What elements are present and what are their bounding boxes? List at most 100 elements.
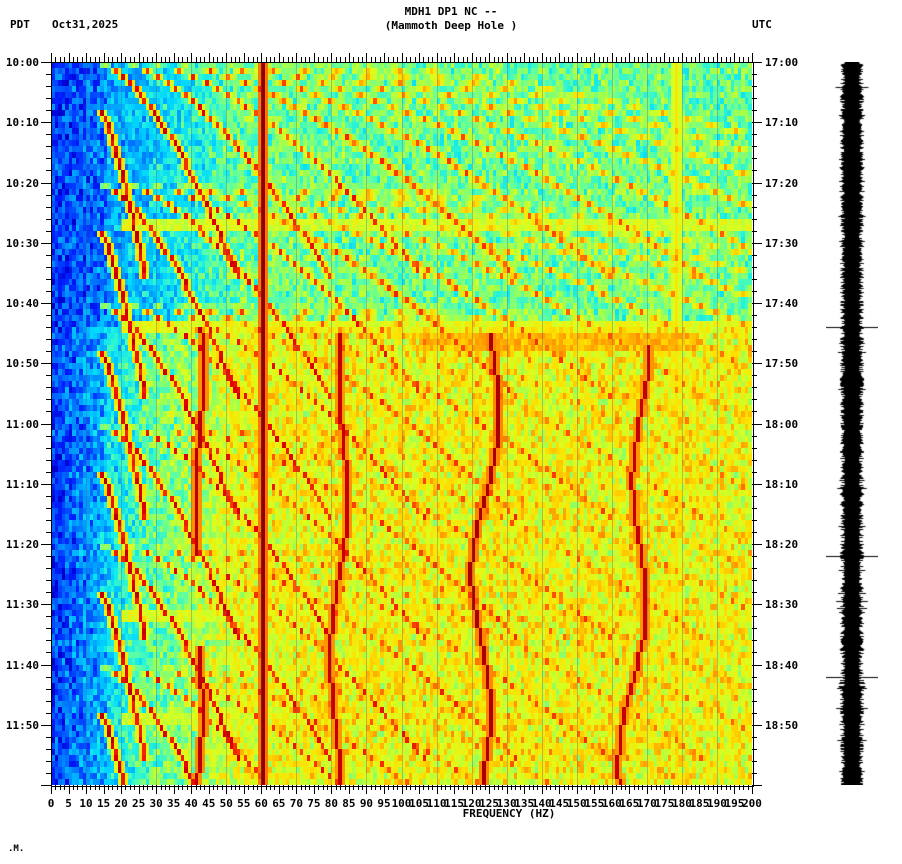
- axis-tick: [752, 556, 757, 557]
- axis-tick: [41, 303, 51, 304]
- axis-tick: [594, 785, 595, 794]
- axis-tick: [752, 62, 762, 63]
- axis-tick: [752, 195, 757, 196]
- axis-tick: [752, 785, 762, 786]
- axis-tick: [752, 315, 757, 316]
- axis-tick: [73, 785, 74, 790]
- axis-tick: [292, 785, 293, 790]
- axis-tick: [46, 713, 51, 714]
- axis-tick: [349, 785, 350, 794]
- freq-label: 5: [65, 797, 72, 810]
- time-label-pdt: 10:30: [5, 236, 39, 250]
- axis-tick: [542, 785, 543, 794]
- time-label-pdt: 11:20: [5, 538, 39, 551]
- freq-label: 130: [496, 797, 517, 810]
- time-label-utc: 17:50: [765, 357, 799, 371]
- axis-tick: [253, 57, 254, 62]
- freq-label: 50: [219, 797, 233, 810]
- axis-tick: [502, 57, 503, 62]
- axis-tick: [161, 785, 162, 790]
- axis-tick: [704, 785, 705, 790]
- date-label: Oct31,2025: [52, 18, 119, 31]
- axis-tick: [239, 785, 240, 790]
- time-label-pdt: 11:00: [5, 417, 39, 431]
- axis-tick: [428, 57, 429, 62]
- axis-tick: [568, 57, 569, 62]
- axis-tick: [581, 57, 582, 62]
- axis-tick: [261, 785, 262, 794]
- axis-tick: [752, 255, 757, 256]
- axis-tick: [656, 785, 657, 790]
- axis-tick: [253, 785, 254, 790]
- axis-tick: [524, 53, 525, 62]
- freq-label: 155: [584, 797, 605, 810]
- axis-tick: [625, 57, 626, 62]
- spectrogram-plot[interactable]: [51, 62, 754, 787]
- axis-tick: [46, 146, 51, 147]
- axis-tick: [419, 785, 420, 794]
- axis-tick: [752, 701, 757, 702]
- page-title: MDH1 DP1 NC --: [404, 5, 498, 18]
- axis-tick: [130, 57, 131, 62]
- axis-tick: [121, 53, 122, 62]
- axis-tick: [717, 785, 718, 794]
- axis-tick: [244, 785, 245, 794]
- axis-tick: [46, 640, 51, 641]
- axis-tick: [169, 785, 170, 790]
- axis-tick: [734, 53, 735, 62]
- axis-tick: [480, 785, 481, 790]
- axis-tick: [46, 411, 51, 412]
- axis-tick: [191, 785, 192, 794]
- axis-tick: [752, 291, 757, 292]
- axis-tick: [752, 749, 757, 750]
- axis-tick: [647, 785, 648, 794]
- freq-label: 85: [342, 797, 356, 810]
- axis-tick: [752, 375, 757, 376]
- axis-tick: [664, 53, 665, 62]
- axis-tick: [46, 86, 51, 87]
- axis-tick: [515, 57, 516, 62]
- axis-tick: [204, 785, 205, 790]
- axis-tick: [41, 424, 51, 425]
- axis-tick: [46, 110, 51, 111]
- axis-tick: [691, 57, 692, 62]
- axis-tick: [191, 53, 192, 62]
- axis-tick: [752, 460, 757, 461]
- freq-label: 90: [359, 797, 374, 810]
- axis-tick: [577, 53, 578, 62]
- axis-tick: [704, 57, 705, 62]
- axis-tick: [147, 785, 148, 790]
- axis-tick: [139, 53, 140, 62]
- axis-tick: [607, 785, 608, 790]
- axis-tick: [450, 57, 451, 62]
- axis-tick: [730, 57, 731, 62]
- axis-tick: [64, 57, 65, 62]
- freq-label: 150: [566, 797, 587, 810]
- axis-tick: [406, 57, 407, 62]
- axis-tick: [46, 351, 51, 352]
- axis-tick: [568, 785, 569, 790]
- axis-tick: [752, 592, 757, 593]
- axis-tick: [752, 785, 753, 794]
- axis-tick: [752, 652, 757, 653]
- axis-tick: [590, 785, 591, 790]
- axis-tick: [752, 110, 757, 111]
- axis-tick: [204, 57, 205, 62]
- axis-tick: [257, 785, 258, 790]
- axis-tick: [752, 219, 757, 220]
- axis-tick: [279, 53, 280, 62]
- axis-tick: [362, 785, 363, 790]
- axis-tick: [752, 448, 757, 449]
- axis-tick: [95, 785, 96, 790]
- axis-tick: [349, 53, 350, 62]
- axis-tick: [542, 53, 543, 62]
- axis-tick: [717, 53, 718, 62]
- axis-tick: [472, 785, 473, 794]
- freq-label: 25: [132, 797, 146, 810]
- axis-tick: [283, 785, 284, 790]
- axis-tick: [182, 785, 183, 790]
- axis-tick: [752, 773, 757, 774]
- axis-tick: [46, 339, 51, 340]
- axis-tick: [450, 785, 451, 790]
- axis-tick: [550, 57, 551, 62]
